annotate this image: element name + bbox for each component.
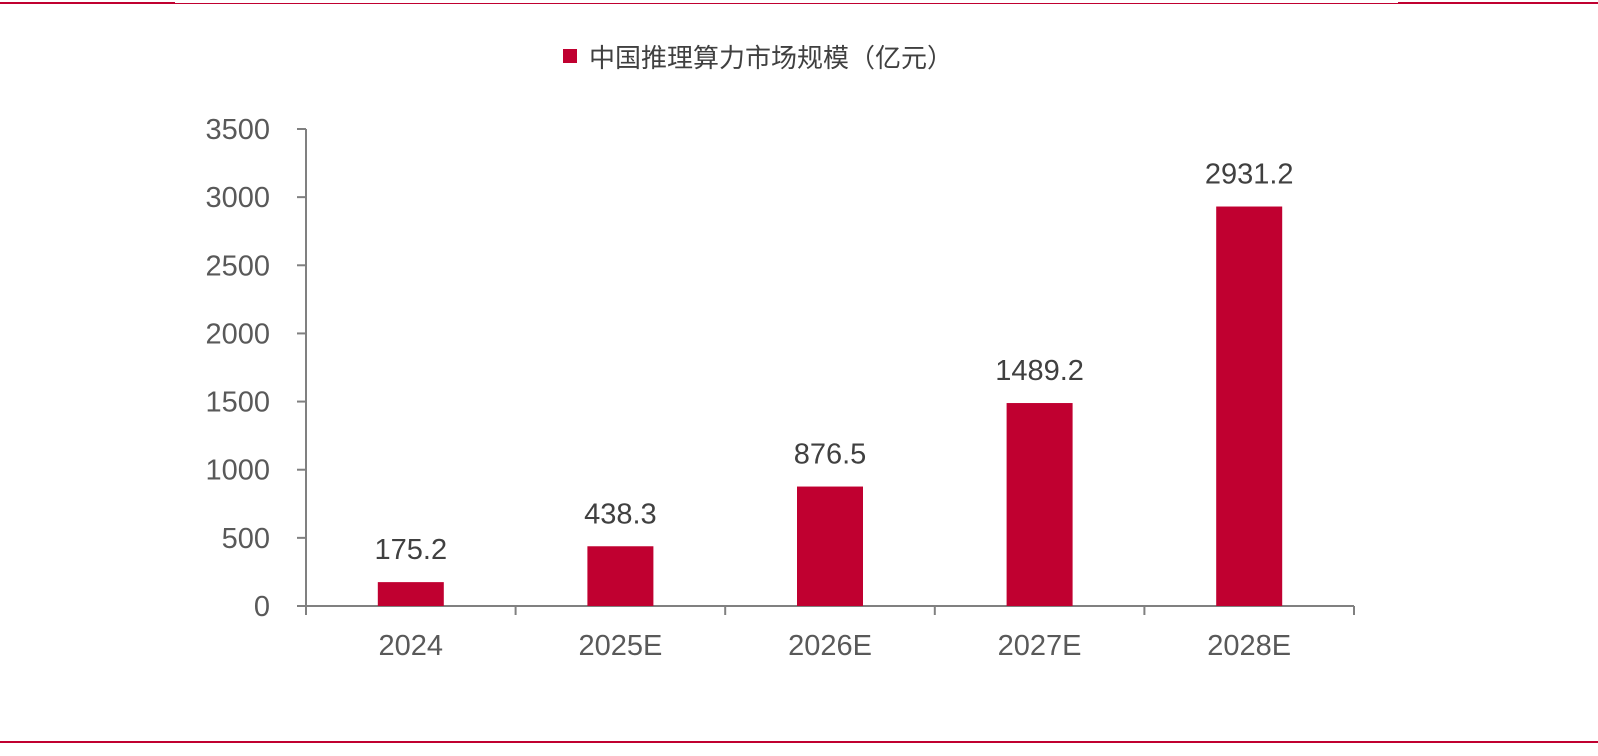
bottom-rule <box>0 741 1598 743</box>
y-axis: 0 500 1000 1500 2000 2500 3000 3500 <box>205 114 307 623</box>
y-tick-label: 3000 <box>205 182 270 214</box>
bar-value-label: 175.2 <box>375 534 448 566</box>
bar <box>797 486 863 606</box>
top-right-rule <box>1398 2 1598 4</box>
y-tick-label: 2500 <box>205 250 270 282</box>
legend-swatch <box>563 49 577 63</box>
y-tick-label: 0 <box>254 591 270 623</box>
y-tick-label: 2000 <box>205 318 270 350</box>
bar <box>377 582 444 606</box>
legend: 中国推理算力市场规模（亿元） <box>563 38 953 74</box>
x-tick-label: 2028E <box>1207 630 1291 662</box>
bar-value-label: 438.3 <box>584 498 657 530</box>
bar <box>1216 206 1283 606</box>
x-axis: 2024 2025E 2026E 2027E 2028E <box>305 605 1355 662</box>
x-tick-label: 2027E <box>998 630 1082 662</box>
x-tick-label: 2025E <box>578 630 662 662</box>
x-tick-label: 2026E <box>788 630 872 662</box>
bar <box>587 546 654 606</box>
y-tick-label: 3500 <box>205 114 270 146</box>
x-tick-label: 2024 <box>379 630 444 662</box>
bar-value-label: 876.5 <box>794 439 867 471</box>
top-thin-rule <box>0 3 1598 4</box>
legend-label: 中国推理算力市场规模（亿元） <box>589 43 954 74</box>
y-tick-label: 500 <box>222 523 270 555</box>
bar-value-label: 2931.2 <box>1205 159 1294 191</box>
bar <box>1006 403 1073 606</box>
data-labels: 175.2 438.3 876.5 1489.2 2931.2 <box>375 159 1294 567</box>
y-tick-label: 1000 <box>205 455 270 487</box>
top-left-rule <box>0 2 175 4</box>
bar-value-label: 1489.2 <box>995 355 1084 387</box>
y-tick-label: 1500 <box>205 387 270 419</box>
bars <box>377 206 1283 606</box>
